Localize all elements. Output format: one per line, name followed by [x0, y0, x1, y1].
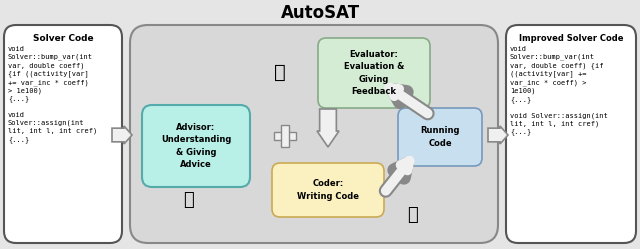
Text: 💻: 💻: [406, 206, 417, 224]
Text: Solver Code: Solver Code: [33, 34, 93, 43]
Text: AutoSAT: AutoSAT: [280, 4, 360, 22]
Text: Evaluator:
Evaluation &
Giving
Feedback: Evaluator: Evaluation & Giving Feedback: [344, 50, 404, 96]
FancyBboxPatch shape: [281, 125, 289, 147]
FancyBboxPatch shape: [274, 132, 296, 140]
Text: Improved Solver Code: Improved Solver Code: [519, 34, 623, 43]
Text: Running
Code: Running Code: [420, 126, 460, 148]
Text: Advisor:
Understanding
& Giving
Advice: Advisor: Understanding & Giving Advice: [161, 123, 231, 169]
FancyBboxPatch shape: [506, 25, 636, 243]
Text: void
Solver::bump_var(int
var, double coeff) {if
((activity[var] +=
var_inc * co: void Solver::bump_var(int var, double co…: [510, 46, 608, 135]
Text: 💼: 💼: [182, 191, 193, 209]
Polygon shape: [112, 126, 132, 144]
Text: void
Solver::bump_var(int
var, double coeff)
{if ((activity[var]
+= var_inc * co: void Solver::bump_var(int var, double co…: [8, 46, 97, 143]
FancyBboxPatch shape: [4, 25, 122, 243]
FancyBboxPatch shape: [142, 105, 250, 187]
FancyBboxPatch shape: [398, 108, 482, 166]
Polygon shape: [317, 109, 339, 147]
Text: 🔍: 🔍: [274, 62, 286, 81]
FancyBboxPatch shape: [318, 38, 430, 108]
Polygon shape: [488, 126, 508, 144]
FancyBboxPatch shape: [272, 163, 384, 217]
Text: Coder:
Writing Code: Coder: Writing Code: [297, 179, 359, 201]
FancyBboxPatch shape: [130, 25, 498, 243]
